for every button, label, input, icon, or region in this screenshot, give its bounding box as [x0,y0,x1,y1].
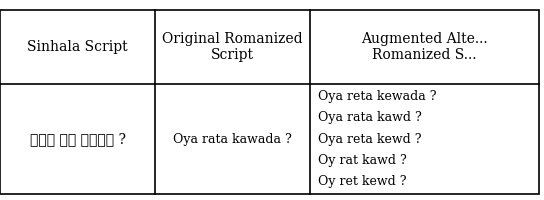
Text: Sinhala Script: Sinhala Script [27,40,128,54]
Text: Oya reta kewd ?: Oya reta kewd ? [318,132,422,146]
Text: ලයා රත කවදා ?: ලයා රත කවදා ? [29,132,126,146]
Text: Oya rata kawada ?: Oya rata kawada ? [173,132,292,146]
Text: Oya reta kewada ?: Oya reta kewada ? [318,90,437,103]
Text: Oy ret kewd ?: Oy ret kewd ? [318,175,407,188]
Text: Original Romanized
Script: Original Romanized Script [162,32,303,62]
Text: Oya rata kawd ?: Oya rata kawd ? [318,111,422,124]
Text: Oy rat kawd ?: Oy rat kawd ? [318,154,407,167]
Text: Augmented Alte...
Romanized S...: Augmented Alte... Romanized S... [361,32,487,62]
